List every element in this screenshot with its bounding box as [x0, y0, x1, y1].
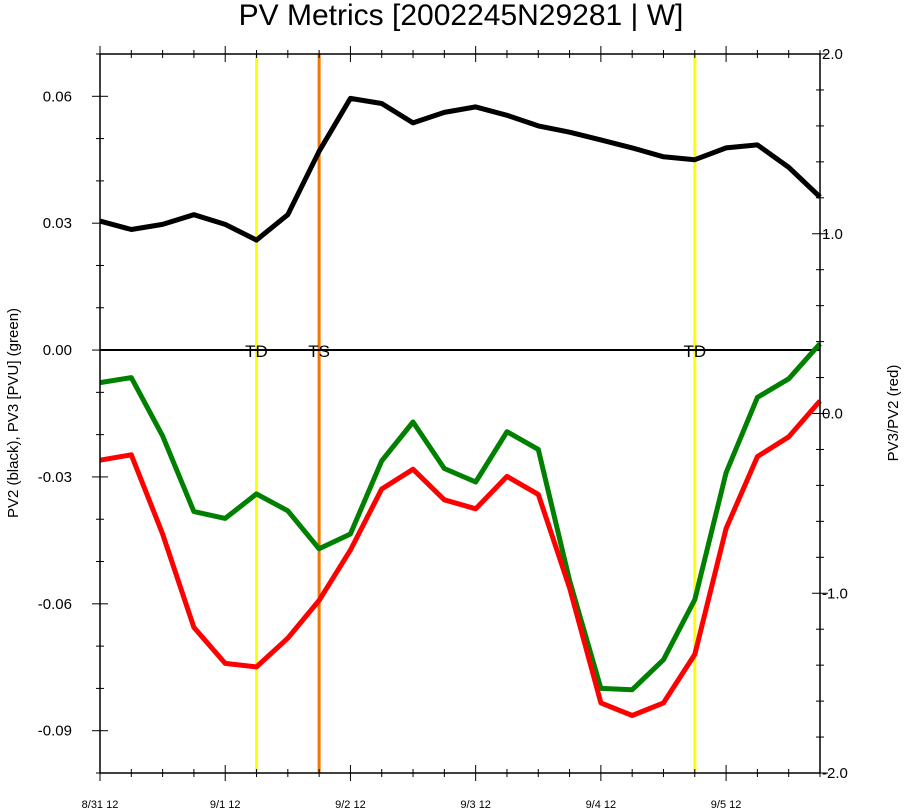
x-tick-label: 9/3 12	[460, 799, 491, 811]
x-tick-label: 9/1 12	[210, 799, 241, 811]
event-label-2: TD	[683, 342, 706, 361]
event-label-1: TS	[308, 342, 330, 361]
y-tick-label-right: -2.0	[822, 765, 848, 782]
event-labels: TD TS TD	[245, 342, 706, 361]
series-line-2	[99, 399, 822, 718]
x-tick-label: 9/5 12	[711, 799, 742, 811]
axes	[92, 46, 828, 781]
x-tick-label: 9/2 12	[335, 799, 366, 811]
series-lines	[99, 95, 822, 718]
plot-frame	[99, 53, 821, 774]
y-tick-label-left: -0.06	[38, 596, 72, 613]
y-axis-label-right: PV3/PV2 (red)	[885, 365, 902, 462]
y-tick-label-right: 1.0	[822, 226, 843, 243]
event-label-0: TD	[245, 342, 268, 361]
x-tick-label: 9/4 12	[586, 799, 617, 811]
y-axis-label-left: PV2 (black), PV3 [PVU] (green)	[5, 308, 22, 518]
y-tick-label-right: -1.0	[822, 585, 848, 602]
series-line-0	[99, 95, 822, 243]
y-tick-label-left: 0.06	[43, 88, 72, 105]
y-tick-label-left: 0.03	[43, 215, 72, 232]
x-tick-label: 8/31 12	[82, 799, 119, 811]
y-tick-label-left: -0.03	[38, 469, 72, 486]
y-tick-label-right: 2.0	[822, 46, 843, 63]
y-tick-label-right: 0.0	[822, 406, 843, 423]
tick-labels: 0.06 0.03 0.00 -0.03 -0.06 -0.09 2.0 1.0 0.0 -1.0…	[38, 46, 848, 811]
y-tick-label-left: 0.00	[43, 342, 72, 359]
y-tick-label-left: -0.09	[38, 723, 72, 740]
chart-title: PV Metrics [2002245N29281 | W]	[239, 0, 684, 32]
event-lines	[255, 54, 697, 773]
series-line-1	[99, 342, 822, 693]
